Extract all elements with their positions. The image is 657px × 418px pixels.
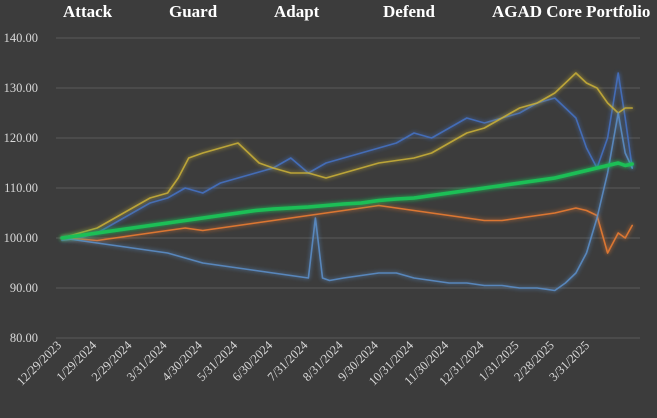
y-tick-label: 110.00 [4,181,38,195]
legend-label-guard: Guard [169,2,218,21]
y-tick-label: 90.00 [10,281,38,295]
legend-label-agad-core-portfolio: AGAD Core Portfolio [492,2,650,21]
y-tick-label: 130.00 [4,81,38,95]
y-tick-label: 140.00 [4,31,38,45]
series-layer [60,72,634,292]
x-tick-label: 12/29/2023 [14,338,64,388]
legend-label-attack: Attack [63,2,113,21]
x-axis: 12/29/20231/29/20242/29/20243/31/20244/3… [14,338,592,389]
series-line-guard [61,204,634,254]
legend-label-adapt: Adapt [274,2,320,21]
y-tick-label: 120.00 [4,131,38,145]
y-axis: 80.00 90.00 100.00 110.00 120.00 130.00 140.00 [4,31,38,345]
legend-label-defend: Defend [383,2,435,21]
series-line-agad-core-portfolio [60,161,634,240]
series-line-adapt [61,72,634,239]
legend: Attack Guard Adapt Defend AGAD Core Portfoli… [36,2,650,21]
y-tick-label: 100.00 [4,231,38,245]
series-line-defend [61,112,634,292]
series-line-attack [61,72,634,242]
y-tick-label: 80.00 [10,331,38,345]
grid-layer [56,37,640,339]
